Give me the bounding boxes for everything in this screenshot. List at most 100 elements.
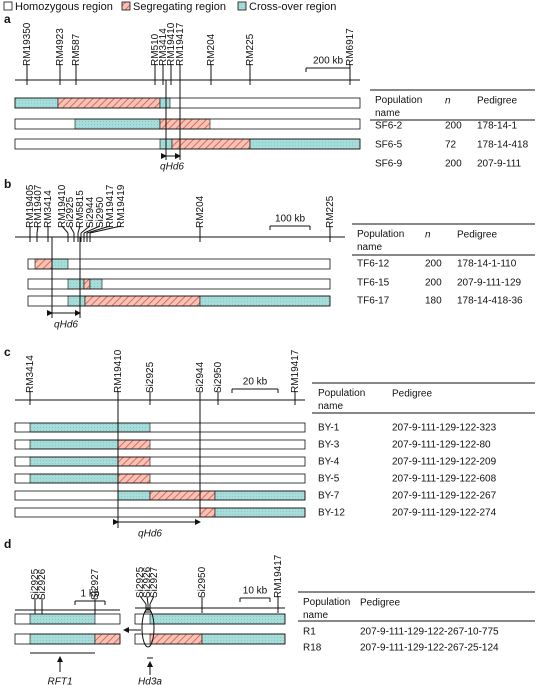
genotype-bar-outline bbox=[14, 473, 306, 484]
panel-label: d bbox=[4, 537, 11, 551]
marker-label: RM4923 bbox=[55, 28, 66, 66]
marker-label: RM19417 bbox=[290, 349, 301, 393]
table-cell: 180 bbox=[425, 296, 442, 307]
table-cell: BY-4 bbox=[318, 457, 340, 468]
table-header: Population name bbox=[303, 597, 351, 621]
table-cell: 207-9-111-129-122-209 bbox=[392, 457, 497, 468]
marker-label: RM19410 bbox=[166, 22, 177, 66]
marker-label: RM19410 bbox=[113, 349, 124, 393]
marker-label: Si2950 bbox=[213, 361, 224, 393]
table-cell: BY-5 bbox=[318, 474, 340, 485]
marker-label: RM587 bbox=[71, 33, 82, 66]
qtl-label: qHd6 bbox=[160, 162, 184, 173]
marker-label: Si2925 bbox=[145, 361, 156, 393]
marker-label: RM19407 bbox=[33, 184, 44, 228]
marker-connector bbox=[149, 595, 155, 605]
genotype-bar-outline bbox=[14, 97, 361, 109]
crossover-segment bbox=[149, 613, 286, 625]
table-cell: 207-9-111-129 bbox=[457, 278, 522, 289]
marker-label: Si2944 bbox=[195, 361, 206, 393]
crossover-segment bbox=[29, 613, 96, 625]
marker-label: Si2950 bbox=[197, 566, 208, 598]
marker-connector bbox=[77, 225, 81, 234]
genotype-bar-outline bbox=[14, 633, 121, 645]
crossover-segment bbox=[249, 138, 361, 150]
genotype-bar-outline bbox=[14, 507, 306, 518]
marker-label: RM19417 bbox=[175, 22, 186, 66]
segregating-segment bbox=[57, 97, 161, 109]
table-cell: BY-12 bbox=[318, 508, 345, 519]
marker-label: RM225 bbox=[325, 195, 336, 228]
table-header: Pedigree bbox=[477, 96, 517, 107]
genotype-bar-outline bbox=[14, 138, 361, 150]
genotype-bar-outline bbox=[14, 422, 306, 433]
genotype-bar-outline bbox=[14, 456, 306, 467]
genotype-bar-outline bbox=[27, 278, 331, 290]
table-cell: TF6-15 bbox=[357, 278, 390, 289]
crossover-segment bbox=[29, 422, 151, 433]
genotype-bar-outline bbox=[14, 439, 306, 450]
table-cell: TF6-12 bbox=[357, 259, 390, 270]
marker-label: RM3414 bbox=[43, 190, 54, 228]
segregating-segment bbox=[117, 439, 151, 450]
table-cell: TF6-17 bbox=[357, 296, 390, 307]
marker-label: Si2927 bbox=[90, 568, 101, 600]
table-cell: 178-14-1 bbox=[477, 121, 517, 132]
marker-label: RM19350 bbox=[22, 22, 33, 66]
crossover-segment bbox=[29, 633, 96, 645]
marker-label: Si2926 bbox=[37, 568, 48, 600]
marker-connector bbox=[89, 225, 122, 234]
legend-swatch bbox=[3, 1, 13, 11]
genotype-bar bbox=[15, 440, 305, 449]
marker-label: RM19419 bbox=[116, 184, 127, 228]
table-cell: 200 bbox=[425, 278, 442, 289]
marker-label: Si2925 bbox=[135, 566, 146, 598]
crossover-segment bbox=[14, 97, 59, 109]
marker-label: RM510 bbox=[150, 33, 161, 66]
table-cell: 178-14-1-110 bbox=[457, 259, 517, 270]
crossover-segment bbox=[67, 295, 86, 307]
marker-label: RM225 bbox=[245, 33, 256, 66]
marker-label: RM19405 bbox=[25, 184, 36, 228]
scale-label: 10 kb bbox=[243, 586, 268, 597]
marker-label: Si2950 bbox=[95, 196, 106, 228]
marker-label: RM19417 bbox=[273, 554, 284, 598]
table-cell: 207-9-111-129-122-267 bbox=[392, 491, 497, 502]
legend-label: Cross-over region bbox=[249, 1, 336, 13]
table-cell: 207-9-111-129-122-267-25-124 bbox=[360, 643, 499, 654]
highlight-ellipse bbox=[141, 608, 155, 648]
table-header: Pedigree bbox=[360, 598, 400, 609]
scale-label: 200 kb bbox=[313, 56, 343, 67]
table-cell: 178-14-418-36 bbox=[457, 296, 523, 307]
gene-label: RFT1 bbox=[48, 677, 73, 685]
crossover-segment bbox=[29, 456, 119, 467]
scale-label: 1 kb bbox=[81, 589, 100, 600]
table-cell: SF6-9 bbox=[375, 159, 403, 170]
genotype-bar-outline bbox=[134, 613, 286, 625]
table-header: Pedigree bbox=[392, 389, 432, 400]
genotype-bar-outline bbox=[134, 633, 286, 645]
crossover-segment bbox=[214, 490, 306, 501]
marker-label: RM19410 bbox=[57, 184, 68, 228]
table-cell: 200 bbox=[445, 159, 462, 170]
segregating-segment bbox=[149, 490, 216, 501]
genotype-bar bbox=[15, 98, 360, 108]
table-cell: 207-9-111-129-122-80 bbox=[392, 440, 491, 451]
qtl-label: qHd6 bbox=[54, 320, 78, 331]
table-header: n bbox=[425, 230, 431, 241]
genotype-bar bbox=[15, 508, 305, 517]
table-header: Population name bbox=[357, 229, 405, 253]
table-cell: BY-3 bbox=[318, 440, 340, 451]
marker-connector bbox=[61, 225, 69, 234]
segregating-segment bbox=[199, 507, 216, 518]
table-header: Population name bbox=[375, 95, 423, 119]
crossover-segment bbox=[51, 258, 69, 270]
marker-label: RM3414 bbox=[158, 28, 169, 66]
crossover-segment bbox=[199, 295, 331, 307]
table-cell: 207-9-111-129-122-267-10-775 bbox=[360, 627, 499, 638]
marker-connector bbox=[139, 595, 147, 605]
marker-label: RM5815 bbox=[75, 190, 86, 228]
marker-label: Si2944 bbox=[85, 196, 96, 228]
genotype-bar-outline bbox=[14, 118, 361, 130]
